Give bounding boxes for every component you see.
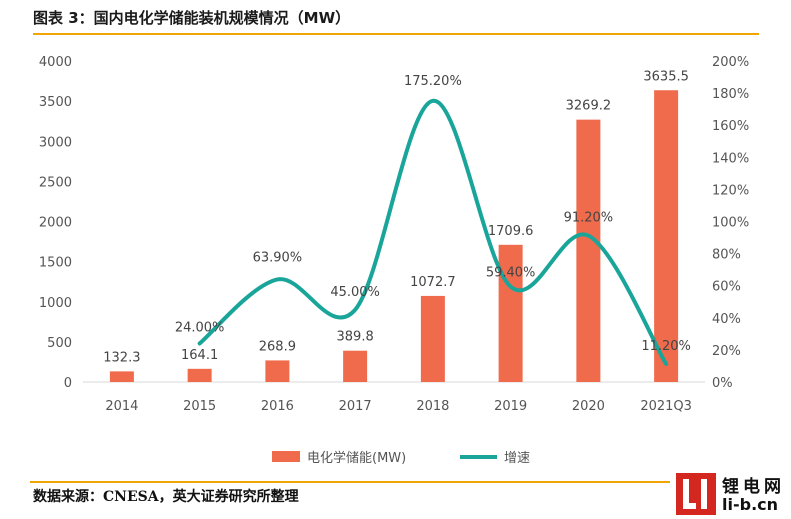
legend-label-bar: 电化学储能(MW) — [307, 450, 406, 466]
title-divider — [33, 33, 759, 35]
bar-data-label: 389.8 — [337, 330, 374, 345]
line-data-label: 59.40% — [486, 266, 536, 281]
y-left-tick-label: 1000 — [39, 296, 72, 311]
logo-text-cn: 锂电网 — [722, 477, 785, 497]
bar — [343, 350, 368, 382]
bar-data-label: 1072.7 — [410, 275, 456, 290]
bar-data-label: 1709.6 — [488, 224, 534, 239]
bar-data-label: 132.3 — [103, 350, 140, 365]
y-left-tick-label: 0 — [64, 376, 72, 391]
y-left-tick-label: 1500 — [39, 256, 72, 271]
y-right-tick-label: 20% — [712, 344, 741, 359]
x-tick-label: 2019 — [494, 399, 527, 414]
x-tick-label: 2021Q3 — [640, 399, 692, 414]
y-right-tick-label: 0% — [712, 376, 733, 391]
bar-data-label: 3635.5 — [643, 69, 689, 84]
y-left-tick-label: 2000 — [39, 216, 72, 231]
y-left-tick-label: 4000 — [39, 55, 72, 70]
line-data-label: 11.20% — [641, 339, 691, 354]
bar — [187, 368, 212, 382]
x-tick-label: 2020 — [572, 399, 605, 414]
site-logo: 锂电网 li-b.cn — [676, 470, 791, 519]
bar — [109, 371, 134, 382]
line-data-label: 91.20% — [564, 211, 614, 226]
bar — [498, 244, 523, 382]
x-tick-label: 2016 — [261, 399, 294, 414]
source-divider — [30, 481, 670, 483]
bar-data-label: 164.1 — [181, 348, 218, 363]
x-tick-label: 2014 — [105, 399, 138, 414]
bar — [265, 360, 290, 382]
y-right-tick-label: 100% — [712, 216, 749, 231]
y-left-tick-label: 3500 — [39, 95, 72, 110]
bar-data-label: 3269.2 — [566, 99, 612, 114]
y-right-tick-label: 60% — [712, 280, 741, 295]
y-right-tick-label: 120% — [712, 183, 749, 198]
x-tick-label: 2017 — [339, 399, 372, 414]
line-data-label: 175.20% — [404, 74, 462, 89]
source-note: 数据来源：CNESA，英大证券研究所整理 — [33, 489, 299, 505]
y-right-tick-label: 40% — [712, 312, 741, 327]
logo-mark-icon — [676, 473, 716, 515]
logo-text-en: li-b.cn — [722, 495, 779, 514]
y-right-tick-label: 200% — [712, 55, 749, 70]
y-right-tick-label: 80% — [712, 248, 741, 263]
legend-swatch-bar — [272, 451, 300, 462]
line-data-label: 45.00% — [330, 285, 380, 300]
x-tick-label: 2015 — [183, 399, 216, 414]
y-left-tick-label: 2500 — [39, 175, 72, 190]
combo-chart: 0 500 1000 1500 2000 2500 3000 3500 4000 0% 20% 40%… — [39, 55, 749, 466]
bar — [654, 90, 679, 382]
bar — [576, 119, 601, 382]
y-left-tick-label: 500 — [47, 336, 72, 351]
line-data-label: 63.90% — [253, 250, 303, 265]
y-left-tick-label: 3000 — [39, 135, 72, 150]
x-tick-label: 2018 — [416, 399, 449, 414]
bar — [420, 295, 445, 382]
chart-title: 图表 3：国内电化学储能装机规模情况（MW） — [33, 9, 351, 27]
y-right-tick-label: 160% — [712, 119, 749, 134]
line-data-label: 24.00% — [175, 320, 225, 335]
y-right-tick-label: 180% — [712, 87, 749, 102]
legend-label-line: 增速 — [504, 451, 530, 466]
y-right-tick-label: 140% — [712, 151, 749, 166]
bar-data-label: 268.9 — [259, 339, 296, 354]
